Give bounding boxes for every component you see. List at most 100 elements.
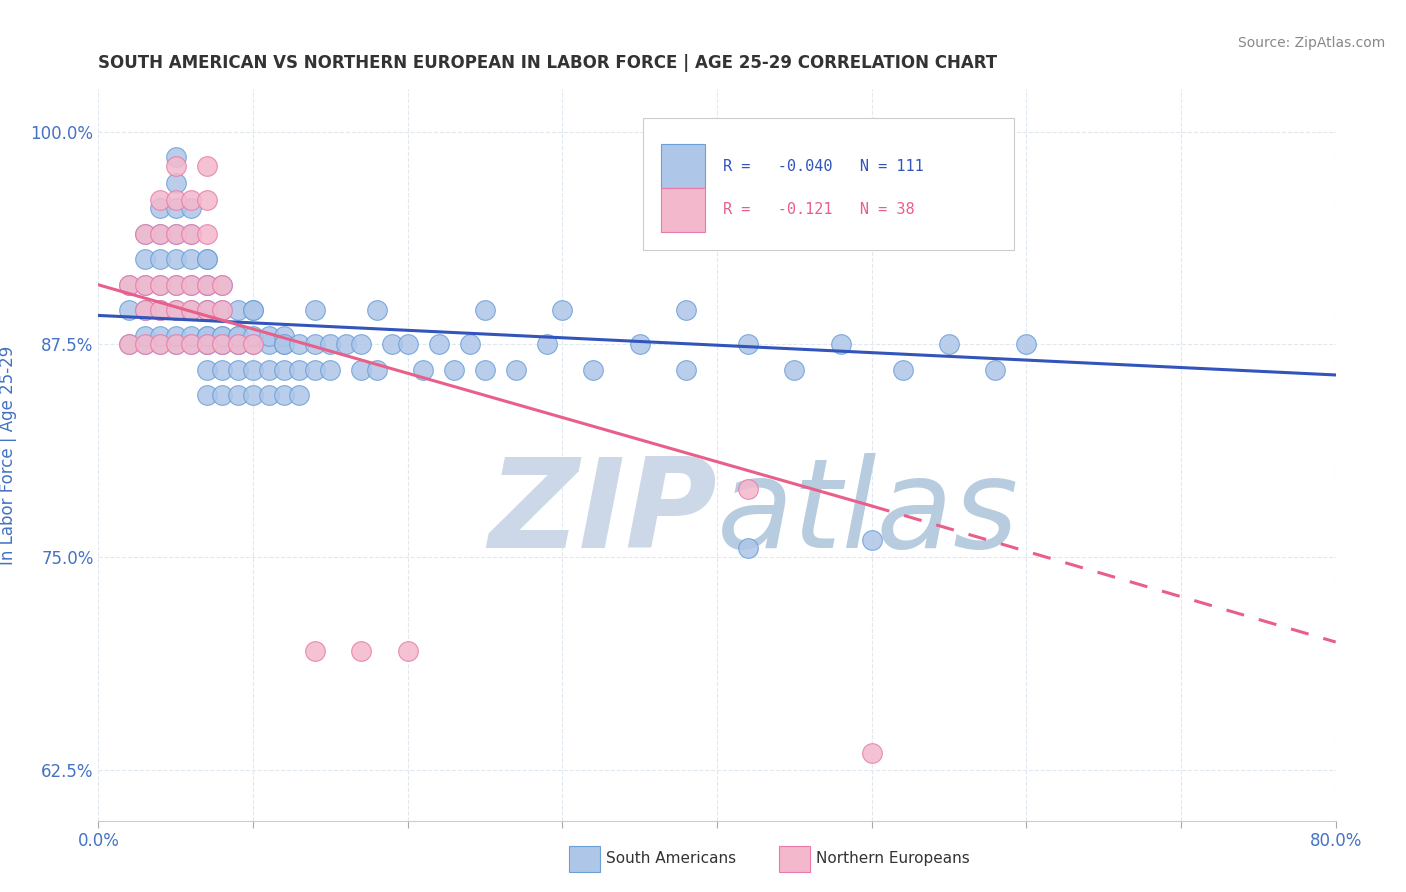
Point: [165, 227, 187, 241]
Point: [149, 303, 172, 318]
Text: atlas: atlas: [717, 453, 1019, 574]
Point: [273, 329, 295, 343]
Point: [257, 337, 280, 351]
Point: [195, 252, 218, 267]
Point: [366, 303, 388, 318]
Point: [396, 337, 419, 351]
Point: [118, 277, 141, 292]
Point: [737, 337, 759, 351]
Point: [242, 303, 264, 318]
Point: [195, 277, 218, 292]
Point: [412, 363, 434, 377]
Point: [195, 337, 218, 351]
Point: [226, 337, 249, 351]
Point: [211, 277, 233, 292]
Bar: [661, 144, 704, 188]
Text: Northern Europeans: Northern Europeans: [815, 851, 970, 866]
Point: [165, 193, 187, 207]
Point: [195, 388, 218, 402]
Point: [149, 329, 172, 343]
Point: [180, 277, 202, 292]
Text: R =   -0.121   N = 38: R = -0.121 N = 38: [723, 202, 915, 218]
Point: [165, 201, 187, 215]
Point: [335, 337, 357, 351]
Point: [242, 337, 264, 351]
Bar: [661, 188, 704, 232]
Point: [195, 329, 218, 343]
Point: [149, 303, 172, 318]
Point: [350, 643, 373, 657]
Point: [226, 388, 249, 402]
Point: [273, 337, 295, 351]
Point: [165, 337, 187, 351]
Point: [118, 337, 141, 351]
Point: [134, 329, 156, 343]
Point: [396, 643, 419, 657]
Point: [288, 388, 311, 402]
Point: [226, 337, 249, 351]
Point: [118, 337, 141, 351]
Point: [134, 337, 156, 351]
Text: R =   -0.040   N = 111: R = -0.040 N = 111: [723, 159, 924, 174]
Point: [118, 303, 141, 318]
Point: [211, 337, 233, 351]
Point: [226, 363, 249, 377]
Point: [134, 303, 156, 318]
Point: [458, 337, 481, 351]
Point: [226, 329, 249, 343]
Point: [149, 277, 172, 292]
Point: [211, 337, 233, 351]
Point: [180, 201, 202, 215]
Point: [226, 337, 249, 351]
Point: [195, 363, 218, 377]
Point: [180, 252, 202, 267]
Point: [165, 303, 187, 318]
Point: [366, 363, 388, 377]
Point: [211, 337, 233, 351]
Point: [830, 337, 852, 351]
Text: SOUTH AMERICAN VS NORTHERN EUROPEAN IN LABOR FORCE | AGE 25-29 CORRELATION CHART: SOUTH AMERICAN VS NORTHERN EUROPEAN IN L…: [98, 54, 997, 72]
Point: [180, 193, 202, 207]
Y-axis label: In Labor Force | Age 25-29: In Labor Force | Age 25-29: [0, 345, 17, 565]
Point: [737, 541, 759, 556]
Point: [288, 337, 311, 351]
Point: [211, 303, 233, 318]
Point: [180, 337, 202, 351]
Point: [242, 329, 264, 343]
Point: [165, 277, 187, 292]
Point: [628, 337, 651, 351]
Point: [304, 363, 326, 377]
Point: [149, 201, 172, 215]
Point: [195, 303, 218, 318]
Bar: [779, 847, 810, 871]
Point: [273, 337, 295, 351]
Point: [149, 337, 172, 351]
Point: [273, 363, 295, 377]
Point: [149, 193, 172, 207]
Point: [984, 363, 1007, 377]
Point: [211, 277, 233, 292]
Point: [242, 303, 264, 318]
Point: [195, 277, 218, 292]
FancyBboxPatch shape: [643, 119, 1014, 250]
Point: [134, 277, 156, 292]
Point: [180, 227, 202, 241]
Point: [474, 363, 496, 377]
Point: [149, 227, 172, 241]
Point: [149, 227, 172, 241]
Point: [319, 363, 342, 377]
Point: [165, 329, 187, 343]
Point: [134, 227, 156, 241]
Point: [226, 329, 249, 343]
Point: [211, 329, 233, 343]
Point: [242, 388, 264, 402]
Point: [304, 303, 326, 318]
Point: [211, 388, 233, 402]
Point: [505, 363, 527, 377]
Point: [536, 337, 558, 351]
Bar: [568, 847, 599, 871]
Point: [195, 337, 218, 351]
Point: [582, 363, 605, 377]
Text: ZIP: ZIP: [488, 453, 717, 574]
Point: [427, 337, 450, 351]
